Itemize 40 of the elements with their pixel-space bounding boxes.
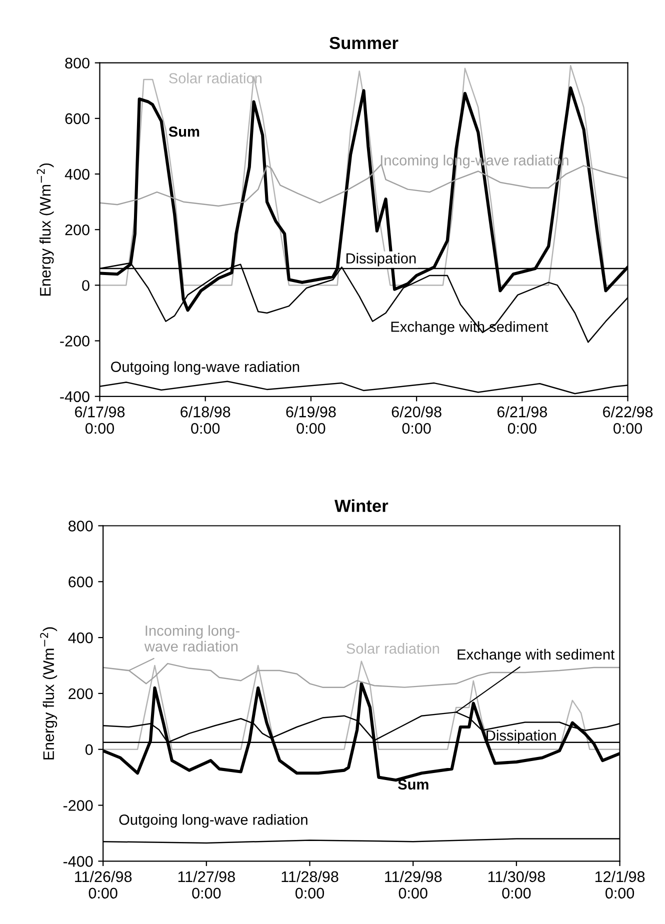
y-tick-label: 0 [85,744,93,756]
series-label: Dissipation [486,730,556,744]
y-tick-label: 0 [82,280,90,291]
series-label: Sum [398,779,428,790]
y-tick-label: -200 [63,800,93,811]
y-tick-label: 400 [68,632,93,644]
x-tick-label: 11/29/98 0:00 [385,870,442,899]
y-tick-label: -400 [63,856,93,867]
y-tick-label: -400 [60,391,90,402]
x-tick-label: 11/30/98 0:00 [488,870,545,899]
series-label: Sum [168,126,200,137]
x-tick-label: 6/18/98 0:00 [180,406,230,434]
chart-title: Summer [330,36,398,50]
x-tick-label: 6/21/98 0:00 [497,406,547,434]
series-label: Solar radiation [346,643,440,654]
y-tick-label: 600 [65,113,90,124]
x-tick-label: 11/27/98 0:00 [178,870,235,899]
y-tick-label: 600 [68,576,93,588]
x-tick-label: 11/28/98 0:00 [282,870,338,899]
text: Exchange with sediment [458,648,615,663]
y-tick-label: 400 [64,168,90,180]
series-label: Dissipation [346,252,416,266]
x-tick-label: 6/19/98 0:00 [286,406,336,434]
series-label: Outgoing long-wave radiation [111,361,300,375]
y-tick-label: -200 [60,336,90,346]
series-label: Solar radiation [169,72,262,84]
series-label: Incoming long- wave radiation [144,625,240,652]
chart-title: Winter [334,499,388,512]
y-axis-title: Energy flux (Wm$^{−2}$) [36,163,54,296]
x-tick-label: 6/20/98 0:00 [392,406,442,434]
x-tick-label: 6/17/98 0:00 [75,406,125,434]
y-tick-label: 800 [68,520,93,532]
y-tick-label: 800 [65,58,90,69]
y-tick-label: 200 [68,688,93,700]
x-tick-label: 6/22/98 0:00 [603,406,653,434]
y-tick-label: 200 [65,224,90,236]
x-tick-label: 12/1/98 0:00 [595,870,645,899]
y-axis-title: Energy flux (Wm$^{−2}$) [40,627,58,760]
x-tick-label: 11/26/98 0:00 [75,870,132,899]
series-label: Outgoing long-wave radiation [119,814,308,828]
